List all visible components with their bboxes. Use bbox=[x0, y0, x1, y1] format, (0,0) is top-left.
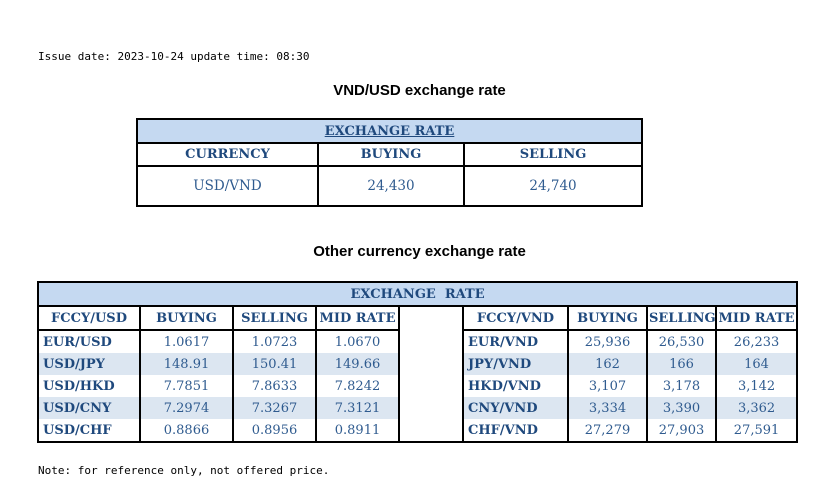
selling-rate-cell: 26,530 bbox=[646, 330, 717, 353]
selling-rate-cell: 0.8956 bbox=[232, 419, 317, 442]
selling-rate-cell: 7.3267 bbox=[232, 397, 317, 419]
currency-pair-cell: CHF/VND bbox=[462, 419, 569, 442]
other-currency-rate-table: EXCHANGE RATE FCCY/USD BUYING SELLING MI… bbox=[36, 281, 799, 443]
table-row: USD/HKD 7.7851 7.8633 7.8242 HKD/VND 3,1… bbox=[37, 375, 799, 397]
column-header-fccy-usd: FCCY/USD bbox=[37, 306, 141, 331]
column-header-selling: SELLING bbox=[462, 142, 644, 167]
currency-pair-cell: HKD/VND bbox=[462, 375, 569, 397]
table-row: USD/VND 24,430 24,740 bbox=[136, 165, 644, 207]
spacer-column bbox=[398, 306, 464, 443]
currency-pair-cell: USD/HKD bbox=[37, 375, 141, 397]
mid-rate-cell: 3,142 bbox=[714, 375, 799, 397]
selling-rate-cell: 27,903 bbox=[646, 419, 717, 442]
column-header-buying: BUYING bbox=[317, 142, 465, 167]
currency-pair-cell: USD/VND bbox=[136, 165, 319, 207]
column-header-selling: SELLING bbox=[646, 306, 717, 331]
column-header-buying: BUYING bbox=[567, 306, 648, 331]
buying-rate-cell: 3,334 bbox=[567, 397, 648, 419]
column-header-currency: CURRENCY bbox=[136, 142, 319, 167]
selling-rate-cell: 1.0723 bbox=[232, 330, 317, 353]
mid-rate-cell: 3,362 bbox=[714, 397, 799, 419]
buying-rate-cell: 27,279 bbox=[567, 419, 648, 442]
mid-rate-cell: 1.0670 bbox=[315, 330, 400, 353]
column-header-mid-rate: MID RATE bbox=[714, 306, 799, 331]
buying-rate-cell: 3,107 bbox=[567, 375, 648, 397]
table-row: EUR/USD 1.0617 1.0723 1.0670 EUR/VND 25,… bbox=[37, 330, 799, 353]
currency-pair-cell: EUR/VND bbox=[462, 330, 569, 353]
currency-pair-cell: CNY/VND bbox=[462, 397, 569, 419]
buying-rate-cell: 7.7851 bbox=[139, 375, 234, 397]
currency-pair-cell: USD/JPY bbox=[37, 353, 141, 375]
mid-rate-cell: 149.66 bbox=[315, 353, 400, 375]
column-header-buying: BUYING bbox=[139, 306, 234, 331]
exchange-rate-band: EXCHANGE RATE bbox=[36, 282, 799, 307]
selling-rate-cell: 24,740 bbox=[462, 165, 644, 207]
buying-rate-cell: 148.91 bbox=[139, 353, 234, 375]
mid-rate-cell: 164 bbox=[714, 353, 799, 375]
selling-rate-cell: 3,390 bbox=[646, 397, 717, 419]
selling-rate-cell: 166 bbox=[646, 353, 717, 375]
issue-date-line: Issue date: 2023-10-24 update time: 08:3… bbox=[38, 50, 310, 63]
mid-rate-cell: 0.8911 bbox=[315, 419, 400, 442]
mid-rate-cell: 27,591 bbox=[714, 419, 799, 442]
mid-rate-cell: 7.8242 bbox=[315, 375, 400, 397]
usd-vnd-rate-table: EXCHANGE RATE CURRENCY BUYING SELLING US… bbox=[135, 118, 644, 207]
column-header-selling: SELLING bbox=[232, 306, 317, 331]
buying-rate-cell: 25,936 bbox=[567, 330, 648, 353]
table-header-row: FCCY/USD BUYING SELLING MID RATE FCCY/VN… bbox=[37, 306, 799, 443]
currency-pair-cell: JPY/VND bbox=[462, 353, 569, 375]
selling-rate-cell: 7.8633 bbox=[232, 375, 317, 397]
selling-rate-cell: 150.41 bbox=[232, 353, 317, 375]
table-header-row: CURRENCY BUYING SELLING bbox=[136, 142, 644, 167]
table-row: USD/JPY 148.91 150.41 149.66 JPY/VND 162… bbox=[37, 353, 799, 375]
selling-rate-cell: 3,178 bbox=[646, 375, 717, 397]
table-band-row: EXCHANGE RATE bbox=[36, 282, 799, 307]
usd-table-title: VND/USD exchange rate bbox=[333, 82, 506, 99]
other-table-title: Other currency exchange rate bbox=[313, 243, 526, 260]
buying-rate-cell: 0.8866 bbox=[139, 419, 234, 442]
currency-pair-cell: USD/CNY bbox=[37, 397, 141, 419]
buying-rate-cell: 24,430 bbox=[317, 165, 465, 207]
buying-rate-cell: 1.0617 bbox=[139, 330, 234, 353]
table-band-row: EXCHANGE RATE bbox=[135, 118, 644, 144]
mid-rate-cell: 26,233 bbox=[714, 330, 799, 353]
column-header-fccy-vnd: FCCY/VND bbox=[462, 306, 569, 331]
buying-rate-cell: 162 bbox=[567, 353, 648, 375]
currency-pair-cell: EUR/USD bbox=[37, 330, 141, 353]
buying-rate-cell: 7.2974 bbox=[139, 397, 234, 419]
table-row: USD/CHF 0.8866 0.8956 0.8911 CHF/VND 27,… bbox=[37, 419, 799, 442]
exchange-rate-band: EXCHANGE RATE bbox=[135, 118, 644, 144]
mid-rate-cell: 7.3121 bbox=[315, 397, 400, 419]
note-line: Note: for reference only, not offered pr… bbox=[38, 464, 330, 477]
currency-pair-cell: USD/CHF bbox=[37, 419, 141, 442]
column-header-mid-rate: MID RATE bbox=[315, 306, 400, 331]
table-row: USD/CNY 7.2974 7.3267 7.3121 CNY/VND 3,3… bbox=[37, 397, 799, 419]
